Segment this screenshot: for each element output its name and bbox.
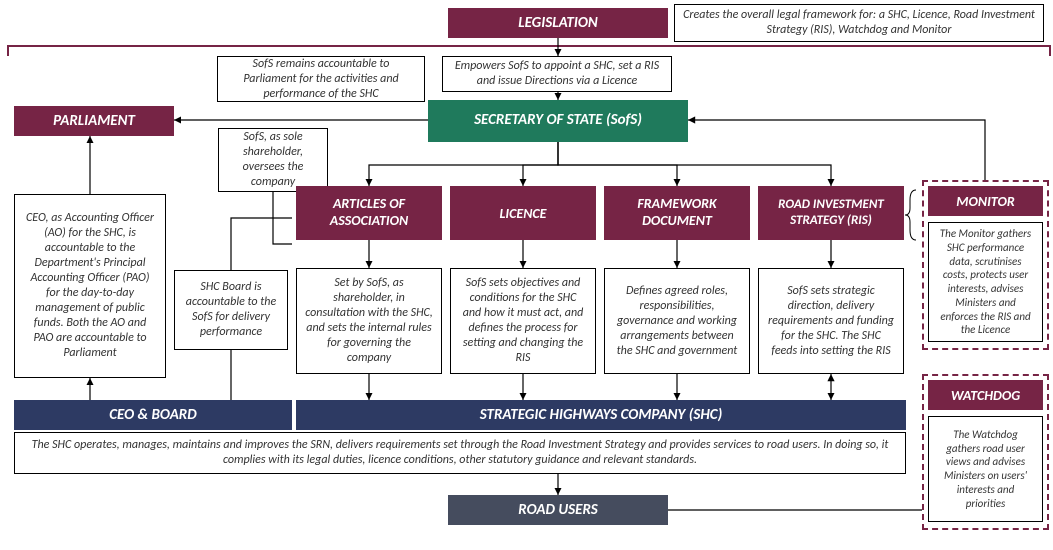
desc-shc-board-acc: SHC Board is accountable to the SofS for… bbox=[174, 270, 288, 350]
node-shc: STRATEGIC HIGHWAYS COMPANY (SHC) bbox=[296, 400, 906, 430]
node-sofs: SECRETARY OF STATE (SofS) bbox=[428, 100, 688, 142]
node-articles: ARTICLES OF ASSOCIATION bbox=[296, 186, 442, 240]
node-framework: FRAMEWORK DOCUMENT bbox=[604, 186, 750, 240]
desc-legislation: Creates the overall legal framework for:… bbox=[674, 4, 1044, 42]
desc-watchdog: The Watchdog gathers road user views and… bbox=[928, 416, 1043, 522]
desc-monitor: The Monitor gathers SHC performance data… bbox=[928, 222, 1043, 342]
node-ceo-board: CEO & BOARD bbox=[14, 400, 292, 430]
node-watchdog: WATCHDOG bbox=[928, 380, 1043, 410]
desc-ceo-accounting: CEO, as Accounting Officer (AO) for the … bbox=[14, 194, 166, 378]
node-ris: ROAD INVESTMENT STRATEGY (RIS) bbox=[758, 186, 904, 240]
desc-sofs-shareholder: SofS, as sole shareholder, oversees the … bbox=[218, 128, 328, 192]
desc-empowers: Empowers SofS to appoint a SHC, set a RI… bbox=[442, 56, 672, 92]
node-parliament: PARLIAMENT bbox=[14, 106, 174, 136]
desc-sofs-accountable: SofS remains accountable to Parliament f… bbox=[217, 56, 425, 102]
desc-framework: Defines agreed roles, responsibilities, … bbox=[604, 268, 750, 374]
desc-articles: Set by SofS, as shareholder, in consulta… bbox=[296, 268, 442, 374]
node-road-users: ROAD USERS bbox=[448, 495, 668, 525]
desc-shc: The SHC operates, manages, maintains and… bbox=[14, 432, 906, 474]
node-legislation: LEGISLATION bbox=[448, 8, 668, 38]
node-monitor: MONITOR bbox=[928, 186, 1043, 216]
node-licence: LICENCE bbox=[450, 186, 596, 240]
desc-licence: SofS sets objectives and conditions for … bbox=[450, 268, 596, 374]
desc-ris: SofS sets strategic direction, delivery … bbox=[758, 268, 904, 374]
